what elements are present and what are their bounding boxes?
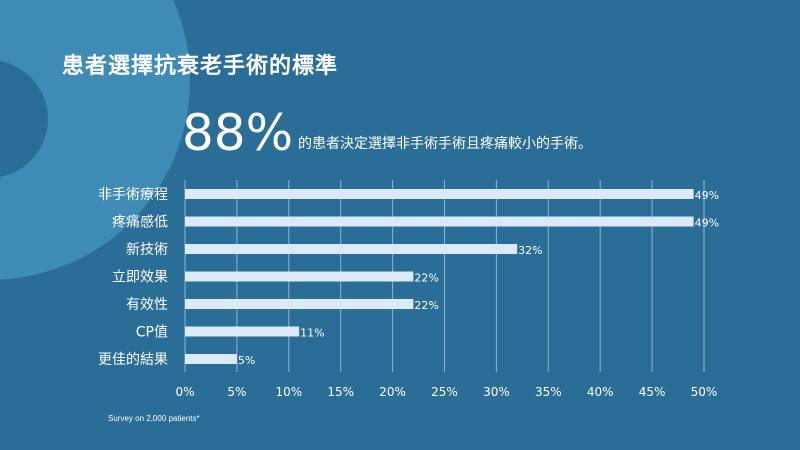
category-label: 更佳的結果 [98, 352, 168, 368]
bar [185, 189, 694, 199]
bar [185, 271, 414, 282]
bar [185, 326, 300, 337]
highlight-stat-text: 的患者決定選擇非手術手術且疼痛較小的手術。 [298, 136, 592, 152]
x-tick-label: 25% [431, 385, 458, 399]
x-tick-label: 0% [175, 385, 194, 399]
x-tick-label: 40% [587, 385, 614, 399]
bar [185, 244, 518, 254]
x-tick-label: 5% [227, 385, 246, 399]
category-label: 有效性 [126, 297, 168, 313]
footnote: Survey on 2,000 patients* [108, 414, 200, 423]
data-label: 11% [300, 327, 324, 340]
data-label: 5% [238, 354, 255, 367]
x-tick-label: 45% [639, 385, 666, 399]
category-label: 非手術療程 [98, 186, 168, 203]
category-label: 新技術 [126, 242, 168, 258]
chart-title: 患者選擇抗衰老手術的標準 [62, 54, 339, 79]
x-tick-label: 35% [535, 385, 562, 399]
data-label: 49% [695, 217, 719, 230]
x-tick-label: 10% [275, 385, 302, 399]
x-tick-label: 20% [379, 385, 406, 399]
data-label: 49% [695, 189, 719, 202]
bar [185, 216, 694, 227]
category-label: 疼痛感低 [112, 214, 168, 231]
x-tick-label: 15% [327, 385, 354, 399]
highlight-stat-value: 88% [182, 104, 294, 162]
bar [185, 299, 414, 309]
category-label: 立即效果 [112, 270, 168, 286]
x-tick-label: 30% [483, 385, 510, 399]
bar [185, 354, 237, 364]
data-label: 32% [518, 244, 542, 257]
category-label: CP值 [136, 325, 168, 341]
data-label: 22% [414, 272, 438, 285]
x-tick-label: 50% [691, 385, 718, 399]
data-label: 22% [414, 299, 438, 312]
